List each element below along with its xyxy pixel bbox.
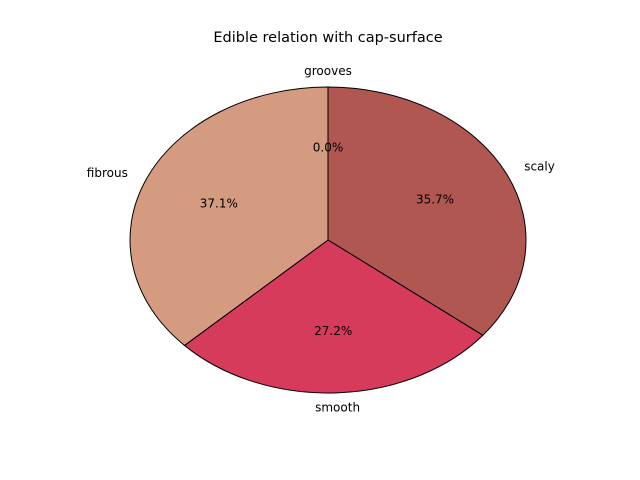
slice-label-smooth: smooth	[315, 401, 360, 415]
slice-percent-smooth: 27.2%	[314, 324, 352, 338]
pie-slice-scaly	[327, 86, 527, 336]
slice-percent-fibrous: 37.1%	[200, 196, 238, 210]
pie-labels: grooves 0.0% scaly 35.7% smooth 27.2% fibrous 3…	[87, 64, 555, 414]
pie-slices	[129, 86, 527, 394]
slice-label-fibrous: fibrous	[87, 166, 128, 180]
chart-title: Edible relation with cap-surface	[213, 30, 442, 46]
slice-percent-scaly: 35.7%	[416, 193, 454, 207]
pie-slice-smooth	[184, 239, 484, 394]
slice-label-scaly: scaly	[524, 159, 555, 173]
pie-slice-fibrous	[129, 86, 329, 346]
slice-percent-grooves: 0.0%	[313, 141, 344, 155]
slice-label-grooves: grooves	[304, 64, 352, 78]
